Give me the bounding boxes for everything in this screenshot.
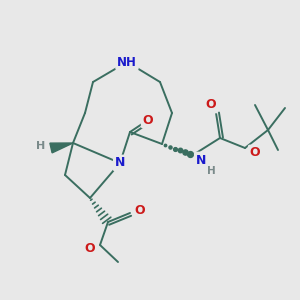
Text: N: N [196, 154, 206, 166]
Text: H: H [36, 141, 46, 151]
Text: O: O [85, 242, 95, 256]
Text: NH: NH [117, 56, 137, 68]
Text: N: N [115, 157, 125, 169]
Text: O: O [206, 98, 216, 112]
Text: H: H [207, 166, 215, 176]
Polygon shape [50, 143, 73, 153]
Text: O: O [250, 146, 260, 160]
Text: O: O [135, 203, 145, 217]
Text: O: O [143, 113, 153, 127]
